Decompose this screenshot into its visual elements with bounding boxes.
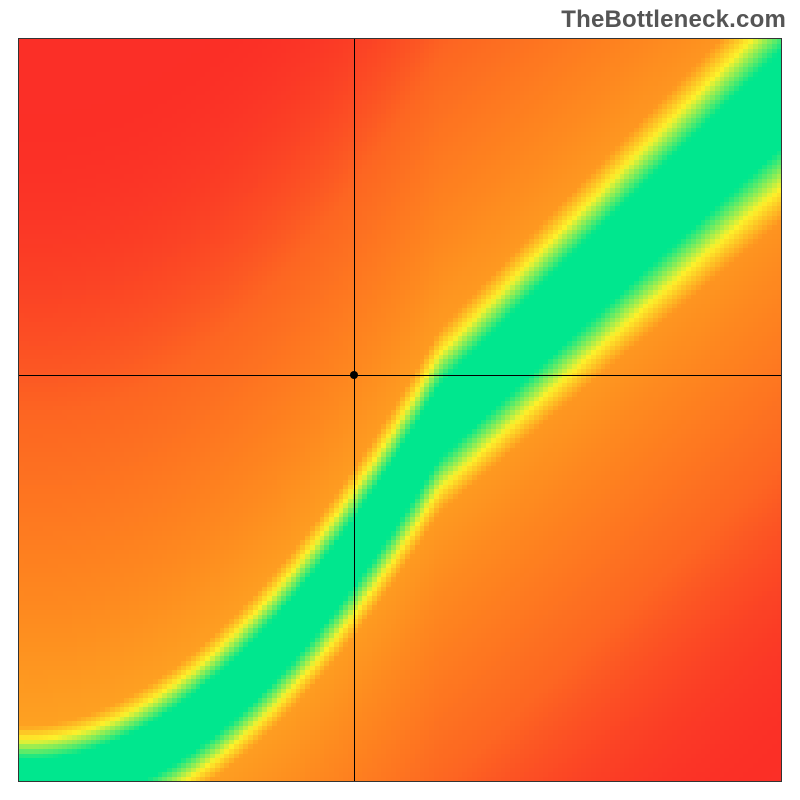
watermark-text: TheBottleneck.com xyxy=(561,6,786,34)
heatmap-canvas xyxy=(19,39,781,781)
heatmap-plot xyxy=(18,38,782,782)
